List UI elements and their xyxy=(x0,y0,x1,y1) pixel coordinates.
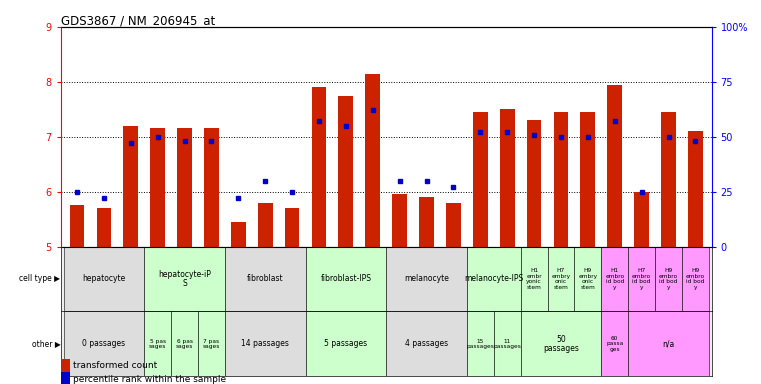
Text: hepatocyte: hepatocyte xyxy=(82,275,126,283)
Text: 15
passages: 15 passages xyxy=(466,339,494,349)
Bar xyxy=(581,112,595,247)
Bar xyxy=(387,311,466,376)
Bar xyxy=(392,194,407,247)
Bar xyxy=(225,247,306,311)
Text: melanocyte: melanocyte xyxy=(404,275,449,283)
Text: H1
embr
yonic
stem: H1 embr yonic stem xyxy=(527,268,542,290)
Bar xyxy=(628,247,655,311)
Bar xyxy=(306,247,387,311)
Bar xyxy=(466,311,494,376)
Text: H7
embro
id bod
y: H7 embro id bod y xyxy=(632,268,651,290)
Bar xyxy=(204,129,219,247)
Bar xyxy=(258,203,272,247)
Text: 5 passages: 5 passages xyxy=(324,339,368,348)
Bar xyxy=(688,131,703,247)
Bar xyxy=(387,247,466,311)
Bar xyxy=(145,311,171,376)
Text: 11
passages: 11 passages xyxy=(493,339,521,349)
Text: H7
embry
onic
stem: H7 embry onic stem xyxy=(552,268,571,290)
Bar xyxy=(655,247,682,311)
Bar xyxy=(553,112,568,247)
Text: H1
embro
id bod
y: H1 embro id bod y xyxy=(605,268,624,290)
Text: H9
embro
id bod
y: H9 embro id bod y xyxy=(686,268,705,290)
Bar xyxy=(607,84,622,247)
Bar xyxy=(145,247,225,311)
Text: H9
embro
id bod
y: H9 embro id bod y xyxy=(659,268,678,290)
Bar xyxy=(150,129,165,247)
Bar xyxy=(634,192,649,247)
Bar xyxy=(171,311,198,376)
Text: 0 passages: 0 passages xyxy=(82,339,126,348)
Bar xyxy=(446,203,461,247)
Bar xyxy=(177,129,192,247)
Text: GDS3867 / NM_206945_at: GDS3867 / NM_206945_at xyxy=(61,14,215,27)
Bar xyxy=(682,247,708,311)
Text: n/a: n/a xyxy=(662,339,675,348)
Bar xyxy=(69,205,84,247)
Bar xyxy=(521,247,547,311)
Text: percentile rank within the sample: percentile rank within the sample xyxy=(73,374,226,384)
Bar xyxy=(231,222,246,247)
Bar xyxy=(628,311,708,376)
Bar xyxy=(123,126,139,247)
Text: fibroblast-IPS: fibroblast-IPS xyxy=(320,275,371,283)
Bar xyxy=(64,247,145,311)
Text: 6 pas
sages: 6 pas sages xyxy=(176,339,193,349)
Bar xyxy=(466,247,521,311)
Bar xyxy=(601,311,628,376)
Bar xyxy=(365,74,380,247)
Text: other ▶: other ▶ xyxy=(32,339,60,348)
Text: transformed count: transformed count xyxy=(73,361,158,371)
Bar xyxy=(225,311,306,376)
Bar xyxy=(527,120,542,247)
Text: 50
passages: 50 passages xyxy=(543,334,579,353)
Bar xyxy=(575,247,601,311)
Bar xyxy=(97,208,111,247)
Bar xyxy=(64,311,145,376)
Bar xyxy=(285,208,300,247)
Text: 7 pas
sages: 7 pas sages xyxy=(202,339,220,349)
Bar xyxy=(521,311,601,376)
Bar xyxy=(661,112,676,247)
Text: 5 pas
sages: 5 pas sages xyxy=(149,339,167,349)
Text: 14 passages: 14 passages xyxy=(241,339,289,348)
Bar xyxy=(311,87,326,247)
Text: H9
embry
onic
stem: H9 embry onic stem xyxy=(578,268,597,290)
Bar xyxy=(601,247,628,311)
Bar xyxy=(547,247,575,311)
Bar xyxy=(306,311,387,376)
Text: 4 passages: 4 passages xyxy=(405,339,448,348)
Bar xyxy=(500,109,514,247)
Bar xyxy=(198,311,225,376)
Text: fibroblast: fibroblast xyxy=(247,275,284,283)
Bar xyxy=(419,197,434,247)
Text: 60
passa
ges: 60 passa ges xyxy=(606,336,623,352)
Bar xyxy=(339,96,353,247)
Bar xyxy=(473,112,488,247)
Bar xyxy=(494,311,521,376)
Text: melanocyte-IPS: melanocyte-IPS xyxy=(464,275,524,283)
Text: hepatocyte-iP
S: hepatocyte-iP S xyxy=(158,270,211,288)
Text: cell type ▶: cell type ▶ xyxy=(19,275,60,283)
